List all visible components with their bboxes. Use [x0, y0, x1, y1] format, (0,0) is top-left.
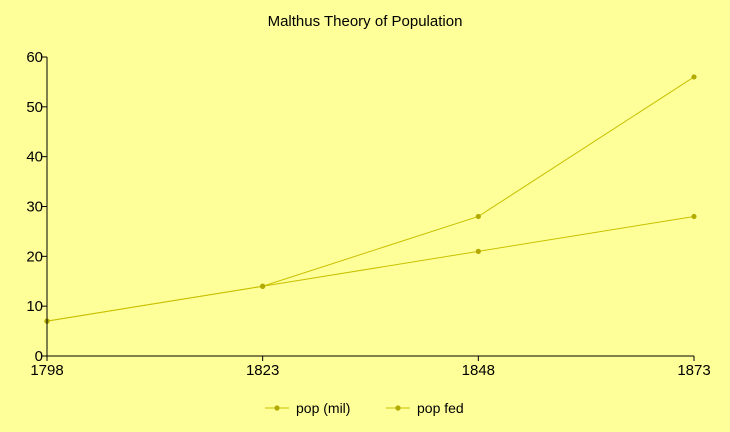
data-point: [260, 283, 266, 289]
x-tick-label: 1798: [30, 362, 63, 379]
legend-label: pop (mil): [296, 400, 350, 416]
plot-area: 0 10 20 30 40 50 60 1798 1823 1848 1873: [26, 49, 710, 379]
legend: pop (mil) pop fed: [265, 400, 464, 416]
y-tick-label: 20: [26, 248, 43, 265]
data-point: [475, 213, 481, 220]
y-tick-label: 50: [26, 99, 43, 116]
series-lines: [46, 76, 695, 322]
x-tick-label: 1873: [677, 362, 710, 379]
y-tick-label: 0: [35, 348, 43, 365]
data-point: [691, 213, 697, 220]
legend-swatch-marker: [395, 405, 401, 411]
series-markers: [44, 74, 697, 324]
legend-item: pop fed: [386, 400, 464, 416]
y-ticks: 0 10 20 30 40 50 60: [26, 49, 47, 365]
series-line: [46, 76, 695, 322]
data-point: [475, 248, 481, 254]
legend-swatch-marker: [274, 405, 280, 411]
y-tick-label: 10: [26, 298, 43, 315]
x-ticks: 1798 1823 1848 1873: [30, 356, 711, 379]
x-tick-label: 1823: [246, 362, 279, 379]
y-tick-label: 40: [26, 149, 43, 166]
data-point: [691, 74, 697, 80]
legend-item: pop (mil): [265, 400, 350, 416]
y-tick-label: 60: [26, 49, 43, 66]
x-tick-label: 1848: [462, 362, 495, 379]
chart-title: Malthus Theory of Population: [268, 13, 463, 30]
legend-label: pop fed: [417, 400, 464, 416]
y-tick-label: 30: [26, 199, 43, 216]
series-line: [46, 215, 695, 322]
